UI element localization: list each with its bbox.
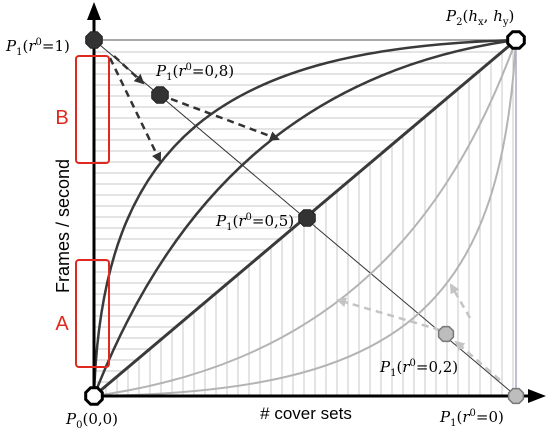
x-axis-arrowhead [528, 389, 546, 403]
arrow-to-light-curve-outer [449, 283, 472, 319]
p1-r02-label: P1(r0=0,2) [379, 358, 458, 379]
arrow-to-dark-curve-outer [108, 57, 162, 163]
p1-r0-label: P1(r0=0) [439, 408, 504, 429]
p2-node [506, 30, 526, 50]
p1-r1-label: P1(r0=1) [5, 37, 70, 58]
origin-node [84, 386, 104, 406]
dark-curve-inner [92, 38, 517, 397]
p1-r08-node [151, 86, 169, 104]
p1-r0-node [507, 387, 525, 405]
light-curve-outer [93, 39, 517, 397]
arrow-to-p1-r02 [454, 340, 501, 381]
p1-r1-node [85, 31, 103, 49]
arrow-to-p1-r08 [113, 55, 145, 85]
p1-r05-node [298, 209, 316, 227]
y-axis-label: Frames / second [53, 159, 73, 293]
region-b-label: B [55, 107, 68, 129]
origin-label: P0(0,0) [65, 410, 118, 431]
light-curve-inner [93, 39, 517, 397]
y-axis-arrowhead [87, 2, 101, 20]
region-b-box [75, 55, 110, 164]
p1-r02-node [437, 325, 455, 343]
arrow-to-light-curve-inner [336, 297, 441, 332]
region-a-label: A [55, 313, 69, 335]
p1-r05-label: P1(r0=0,5) [215, 212, 294, 233]
dark-curve-outer [92, 38, 517, 397]
p2-label: P2(hx, hy) [445, 7, 514, 28]
x-axis-label: # cover sets [260, 404, 352, 423]
region-a-box [75, 259, 110, 368]
p1-r08-label: P1(r0=0,8) [155, 62, 234, 83]
